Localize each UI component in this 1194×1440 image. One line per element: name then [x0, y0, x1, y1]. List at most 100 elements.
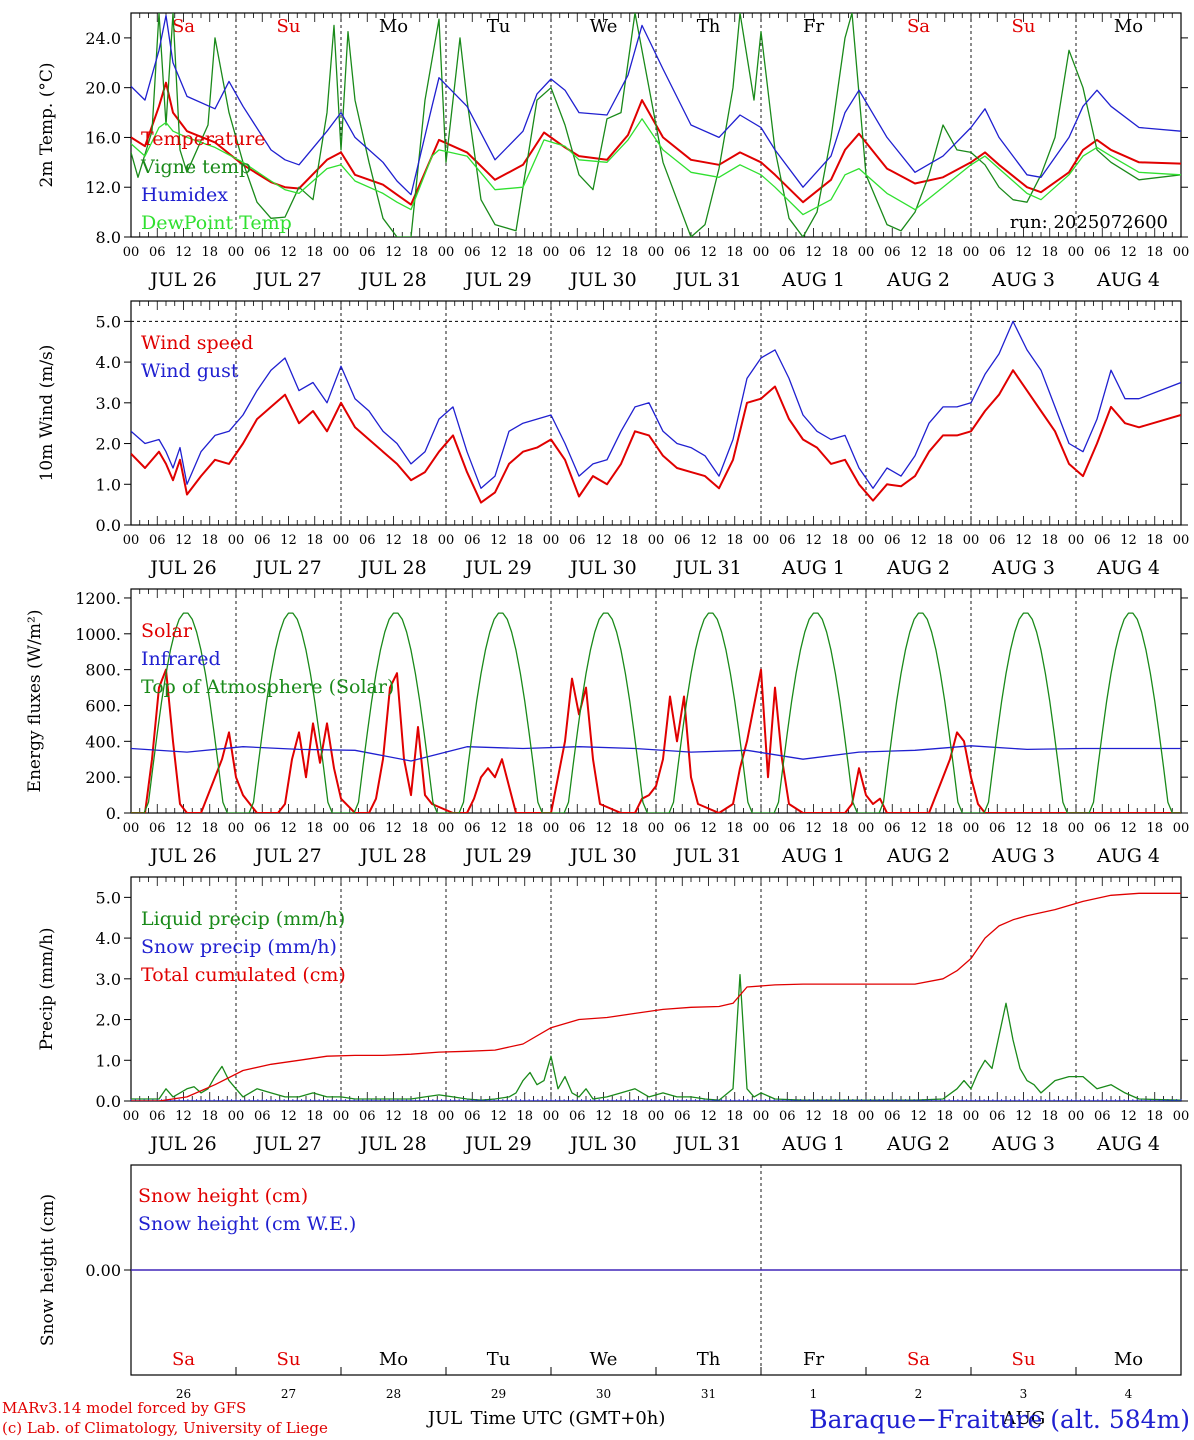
date-label: AUG 2 — [886, 557, 950, 579]
hour-tick-label: 18 — [411, 533, 428, 548]
hour-tick-label: 06 — [989, 533, 1006, 548]
legend-entry-snow-height-cm: Snow height (cm) — [138, 1185, 308, 1207]
weekday-label: Sa — [907, 1349, 930, 1370]
hour-tick-label: 00 — [228, 1109, 245, 1124]
weekday-label: Tu — [487, 16, 511, 37]
hour-tick-label: 12 — [385, 245, 402, 260]
series-line-temperature — [131, 81, 1181, 206]
y-axis-title: Snow height (cm) — [38, 1194, 58, 1346]
hour-tick-label: 12 — [910, 821, 927, 836]
legend-entry-total-cumulated-cm: Total cumulated (cm) — [141, 964, 346, 986]
hour-tick-label: 06 — [779, 1109, 796, 1124]
y-tick-label: 12.0 — [85, 178, 121, 197]
hour-tick-label: 00 — [123, 1109, 140, 1124]
hour-tick-label: 18 — [411, 245, 428, 260]
hour-tick-label: 12 — [805, 533, 822, 548]
hour-tick-label: 00 — [543, 821, 560, 836]
hour-tick-label: 12 — [595, 1109, 612, 1124]
date-label: AUG 2 — [886, 269, 950, 291]
credit-line-2: (c) Lab. of Climatology, University of L… — [2, 1419, 328, 1437]
hour-tick-label: 00 — [333, 245, 350, 260]
series-line-liquid-precip-mm-h — [131, 974, 1181, 1101]
y-axis-title: 2m Temp. (°C) — [37, 62, 57, 187]
hour-tick-label: 06 — [254, 1109, 271, 1124]
hour-tick-label: 06 — [569, 533, 586, 548]
day-number-label: 30 — [596, 1387, 611, 1401]
legend-entry-solar: Solar — [141, 620, 193, 642]
series-line-dewpoint-temp — [131, 118, 1181, 216]
hour-tick-label: 06 — [1094, 245, 1111, 260]
hour-tick-label: 12 — [490, 821, 507, 836]
day-number-label: 31 — [701, 1387, 716, 1401]
hour-tick-label: 06 — [1094, 821, 1111, 836]
hour-tick-label: 12 — [595, 533, 612, 548]
hour-tick-label: 00 — [963, 1109, 980, 1124]
hour-tick-label: 00 — [753, 821, 770, 836]
legend-entry-liquid-precip-mm-h: Liquid precip (mm/h) — [141, 908, 345, 930]
y-tick-label: 3.0 — [96, 394, 121, 413]
date-label: AUG 1 — [781, 845, 845, 867]
series-line-top-of-atmosphere-solar — [131, 612, 1181, 813]
date-label: AUG 4 — [1096, 845, 1160, 867]
hour-tick-label: 18 — [726, 1109, 743, 1124]
series-line-total-cumulated-cm — [131, 892, 1181, 1101]
hour-tick-label: 18 — [621, 1109, 638, 1124]
hour-tick-label: 18 — [1146, 245, 1163, 260]
series-line-solar — [131, 668, 1181, 813]
x-tick-marks — [130, 1367, 1182, 1375]
run-annotation: run: 2025072600 — [1010, 212, 1168, 233]
hour-tick-label: 06 — [989, 245, 1006, 260]
hour-tick-label: 12 — [1015, 1109, 1032, 1124]
y-tick-label: 200. — [85, 768, 121, 787]
hour-tick-label: 18 — [306, 821, 323, 836]
date-label: JUL 27 — [253, 557, 321, 579]
weekday-label: Sa — [172, 1349, 195, 1370]
hour-tick-label: 12 — [490, 533, 507, 548]
hour-tick-label: 00 — [1068, 821, 1085, 836]
y-tick-label: 2.0 — [96, 435, 121, 454]
date-label: AUG 1 — [781, 269, 845, 291]
hour-tick-label: 06 — [149, 1109, 166, 1124]
date-label: JUL 28 — [358, 557, 426, 579]
hour-tick-label: 12 — [175, 821, 192, 836]
x-tick-marks — [130, 589, 1182, 813]
hour-tick-label: 18 — [831, 533, 848, 548]
hour-tick-label: 18 — [621, 821, 638, 836]
y-tick-label: 0.00 — [85, 1261, 121, 1280]
date-label: AUG 1 — [781, 557, 845, 579]
weekday-label: We — [590, 1349, 618, 1370]
date-label: JUL 28 — [358, 269, 426, 291]
day-number-label: 28 — [386, 1387, 401, 1401]
legend-entry-vigne-temp: Vigne temp — [140, 156, 251, 178]
hour-tick-label: 12 — [1120, 245, 1137, 260]
legend-entry-infrared: Infrared — [141, 648, 221, 670]
hour-tick-label: 12 — [805, 1109, 822, 1124]
hour-tick-label: 12 — [700, 245, 717, 260]
panel-5: Sa 26 Su 27 Mo 28 Tu 29 We 30 Th 31 Fr 1 Sa 2 Su 3 Mo 4 0.00… — [38, 1164, 1188, 1401]
hour-tick-label: 00 — [438, 245, 455, 260]
hour-tick-label: 18 — [831, 1109, 848, 1124]
hour-tick-label: 06 — [464, 245, 481, 260]
hour-tick-label: 00 — [858, 1109, 875, 1124]
y-tick-label: 5.0 — [96, 888, 121, 907]
hour-tick-label: 18 — [831, 245, 848, 260]
hour-tick-label: 12 — [700, 533, 717, 548]
y-tick-label: 2.0 — [96, 1011, 121, 1030]
y-tick-label: 5.0 — [96, 312, 121, 331]
legend-entry-wind-gust: Wind gust — [141, 360, 239, 382]
day-number-label: 3 — [1020, 1387, 1028, 1401]
hour-tick-label: 18 — [516, 245, 533, 260]
hour-tick-label: 18 — [516, 821, 533, 836]
hour-tick-label: 18 — [726, 245, 743, 260]
hour-tick-label: 12 — [280, 533, 297, 548]
hour-tick-label: 18 — [1041, 1109, 1058, 1124]
day-number-label: 26 — [176, 1387, 191, 1401]
hour-tick-label: 06 — [779, 533, 796, 548]
hour-tick-label: 12 — [700, 821, 717, 836]
hour-tick-label: 06 — [464, 1109, 481, 1124]
hour-tick-label: 18 — [201, 821, 218, 836]
legend-entry-top-of-atmosphere-solar: Top of Atmosphere (Solar) — [141, 676, 394, 698]
series-marks-snow-precip — [130, 1099, 1182, 1101]
hour-tick-label: 12 — [385, 821, 402, 836]
